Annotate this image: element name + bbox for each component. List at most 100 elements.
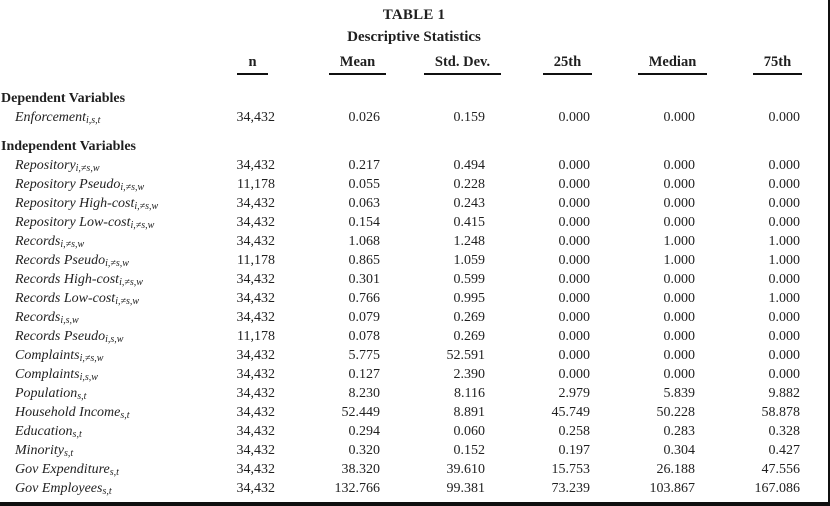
- column-header-label: Mean: [328, 54, 387, 75]
- variable-name: Records High-cost: [15, 272, 120, 287]
- cell-value: 0.415: [453, 215, 486, 230]
- cell-value: 0.243: [453, 196, 486, 211]
- section-title: Independent Variables: [1, 139, 136, 154]
- column-header-25th: 25th: [515, 48, 620, 79]
- cell-value: 0.000: [558, 177, 591, 192]
- row-label: Repository Low-costi,≠s,w: [0, 213, 200, 232]
- cell-value: 0.000: [663, 348, 696, 363]
- variable-subscript: s,t: [109, 467, 119, 478]
- cell-value: 34,432: [236, 215, 276, 230]
- cell-value: 15.753: [551, 462, 591, 477]
- cell-value: 0.152: [453, 443, 486, 458]
- variable-name: Gov Employees: [15, 481, 103, 496]
- cell-value: 34,432: [236, 291, 276, 306]
- row-label: Enforcementi,s,t: [0, 108, 200, 127]
- table-row: Complaintsi,≠s,w 34,432 5.775 52.591 0.000 0.…: [0, 346, 828, 365]
- cell-value: 0.283: [663, 424, 696, 439]
- cell-value: 0.328: [768, 424, 801, 439]
- table-row: Populations,t 34,432 8.230 8.116 2.979 5.839 9…: [0, 384, 828, 403]
- cell-value: 0.301: [348, 272, 381, 287]
- cell-value: 8.891: [453, 405, 486, 420]
- cell-value: 47.556: [761, 462, 801, 477]
- variable-subscript: i,s,w: [105, 334, 124, 345]
- cell-value: 34,432: [236, 196, 276, 211]
- cell-value: 0.000: [558, 234, 591, 249]
- variable-subscript: i,s,w: [79, 372, 98, 383]
- cell-value: 1.068: [348, 234, 381, 249]
- cell-value: 0.000: [663, 196, 696, 211]
- variable-subscript: i,s,t: [86, 115, 101, 126]
- column-header-label: 25th: [542, 54, 593, 75]
- cell-value: 0.000: [768, 177, 801, 192]
- cell-value: 0.294: [348, 424, 381, 439]
- cell-value: 34,432: [236, 272, 276, 287]
- table-row: Enforcementi,s,t 34,432 0.026 0.159 0.000 0.0…: [0, 108, 828, 127]
- cell-value: 0.865: [348, 253, 381, 268]
- cell-value: 0.079: [348, 310, 381, 325]
- section-title: Dependent Variables: [1, 91, 126, 106]
- row-label: Records Pseudoi,s,w: [0, 327, 200, 346]
- cell-value: 0.269: [453, 310, 486, 325]
- row-label: Gov Expenditures,t: [0, 460, 200, 479]
- table-row: Complaintsi,s,w 34,432 0.127 2.390 0.000 0.00…: [0, 365, 828, 384]
- cell-value: 0.000: [558, 310, 591, 325]
- variable-subscript: s,t: [102, 486, 112, 497]
- row-label: Minoritys,t: [0, 441, 200, 460]
- variable-subscript: i,≠s,w: [130, 220, 155, 231]
- cell-value: 0.063: [348, 196, 381, 211]
- cell-value: 0.000: [768, 196, 801, 211]
- variable-name: Education: [15, 424, 73, 439]
- cell-value: 45.749: [551, 405, 591, 420]
- column-header-label: Median: [637, 54, 708, 75]
- cell-value: 0.000: [558, 158, 591, 173]
- cell-value: 0.000: [768, 367, 801, 382]
- cell-value: 5.775: [348, 348, 381, 363]
- row-label: Repository Pseudoi,≠s,w: [0, 175, 200, 194]
- cell-value: 0.000: [558, 110, 591, 125]
- cell-value: 0.000: [768, 215, 801, 230]
- cell-value: 2.979: [558, 386, 591, 401]
- variable-name: Records Low-cost: [15, 291, 116, 306]
- section-header-row: Dependent Variables: [0, 79, 828, 108]
- variable-subscript: s,t: [120, 410, 130, 421]
- row-label: Gov Employeess,t: [0, 479, 200, 498]
- row-label: Recordsi,≠s,w: [0, 232, 200, 251]
- table-row: Repository Low-costi,≠s,w 34,432 0.154 0.41…: [0, 213, 828, 232]
- cell-value: 0.000: [663, 177, 696, 192]
- cell-value: 34,432: [236, 158, 276, 173]
- cell-value: 5.839: [663, 386, 696, 401]
- table-body: Dependent Variables Enforcementi,s,t 34,43…: [0, 79, 828, 498]
- cell-value: 0.055: [348, 177, 381, 192]
- cell-value: 1.000: [768, 234, 801, 249]
- row-label: Records High-costi,≠s,w: [0, 270, 200, 289]
- cell-value: 0.258: [558, 424, 591, 439]
- cell-value: 0.000: [663, 367, 696, 382]
- table-head: n Mean Std. Dev. 25th Median 75th: [0, 48, 828, 79]
- row-label: Recordsi,s,w: [0, 308, 200, 327]
- cell-value: 1.000: [663, 253, 696, 268]
- table-row: Repository Pseudoi,≠s,w 11,178 0.055 0.228 0…: [0, 175, 828, 194]
- table-row: Recordsi,s,w 34,432 0.079 0.269 0.000 0.000 0.…: [0, 308, 828, 327]
- cell-value: 34,432: [236, 348, 276, 363]
- column-header-empty: [0, 48, 200, 79]
- column-header-n: n: [200, 48, 305, 79]
- cell-value: 0.427: [768, 443, 801, 458]
- cell-value: 0.000: [768, 310, 801, 325]
- variable-subscript: i,≠s,w: [105, 258, 129, 269]
- cell-value: 0.000: [768, 272, 801, 287]
- cell-value: 0.000: [663, 158, 696, 173]
- variable-name: Complaints: [15, 348, 80, 363]
- variable-name: Repository Low-cost: [15, 215, 131, 230]
- variable-subscript: s,t: [72, 429, 82, 440]
- section-header-row: Independent Variables: [0, 127, 828, 156]
- column-header-label: n: [237, 54, 268, 75]
- cell-value: 0.995: [453, 291, 486, 306]
- cell-value: 52.449: [341, 405, 381, 420]
- table-row: Gov Employeess,t 34,432 132.766 99.381 73.23…: [0, 479, 828, 498]
- cell-value: 1.059: [453, 253, 486, 268]
- variable-name: Records Pseudo: [15, 329, 106, 344]
- cell-value: 167.086: [754, 481, 801, 496]
- cell-value: 132.766: [334, 481, 381, 496]
- cell-value: 0.000: [663, 110, 696, 125]
